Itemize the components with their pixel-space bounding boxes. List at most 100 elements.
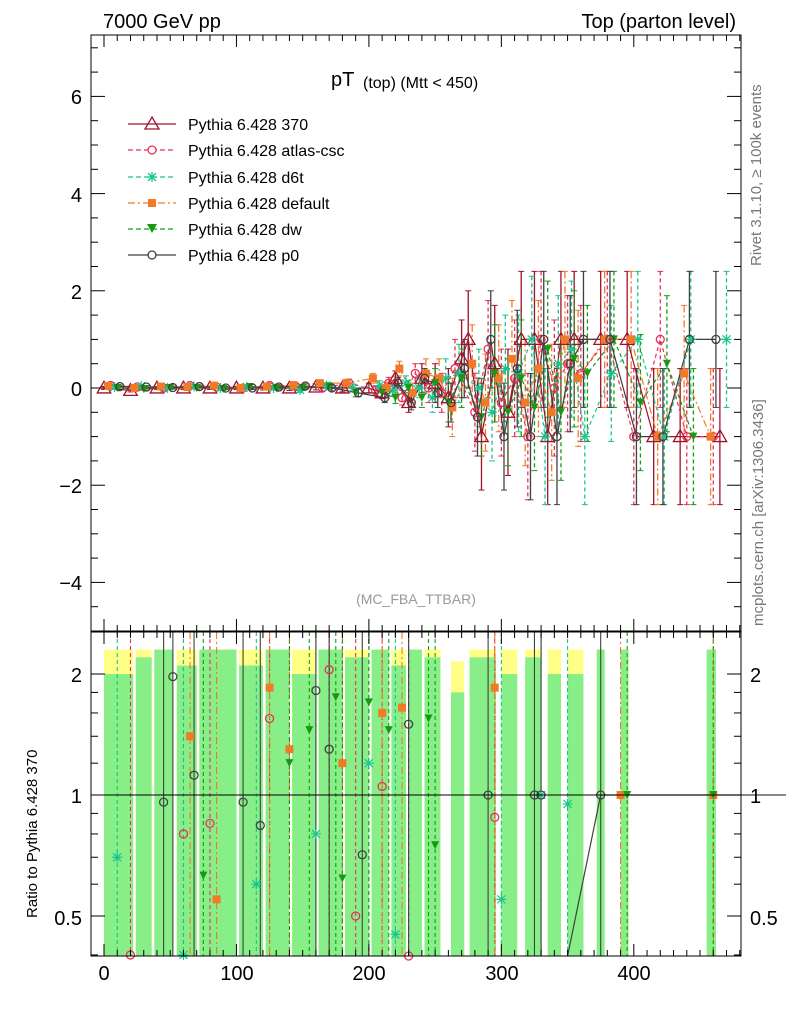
data-point [236, 384, 245, 392]
legend-label: Pythia 6.428 dw [188, 222, 302, 239]
data-point [446, 397, 456, 408]
data-point [113, 384, 122, 392]
ratio-band-green [501, 674, 518, 956]
ratio-band-green [706, 649, 716, 956]
data-point [431, 379, 440, 388]
header-left: 7000 GeV pp [103, 11, 221, 33]
data-point [423, 383, 434, 393]
xtick-label: 0 [98, 963, 109, 985]
data-point [382, 384, 391, 392]
open-triangle-icon [143, 115, 161, 130]
data-point [245, 383, 254, 392]
data-point [583, 369, 592, 378]
data-point [606, 368, 617, 379]
ratio-band-green [199, 649, 237, 956]
open-circle-icon [147, 145, 157, 155]
ratio-point [205, 818, 215, 829]
ratio-point [285, 759, 294, 768]
data-point [404, 384, 413, 392]
ratio-band-green [318, 649, 343, 956]
data-point [574, 374, 583, 383]
ratio-band-green [620, 649, 629, 956]
ratio-point [384, 726, 393, 735]
legend-label: Pythia 6.428 d6t [188, 170, 304, 187]
data-point [406, 397, 416, 408]
data-point [490, 369, 499, 378]
legend-entry-atlas-csc: Pythia 6.428 atlas-csc [128, 143, 345, 160]
data-point [410, 368, 420, 379]
data-point [513, 368, 524, 379]
data-point [353, 388, 363, 398]
ratio-point [189, 770, 199, 780]
star-icon [147, 172, 157, 182]
data-point [570, 354, 579, 363]
data-point [655, 334, 665, 345]
data-point [562, 359, 573, 369]
top-plot-frame [90, 34, 742, 632]
ratio-point [186, 732, 195, 741]
data-point [209, 381, 218, 390]
ratio-point [562, 798, 573, 809]
data-point [473, 383, 484, 393]
data-point [662, 359, 671, 368]
data-point [503, 408, 512, 417]
data-point [547, 408, 556, 417]
data-point [437, 388, 447, 398]
data-point [156, 382, 165, 391]
data-point [672, 428, 689, 443]
ratio-point [285, 745, 294, 754]
data-point [468, 359, 477, 368]
ratio-point [251, 879, 262, 890]
data-point [183, 383, 192, 392]
legend-label: Pythia 6.428 p0 [188, 248, 299, 265]
data-point [262, 382, 271, 391]
plot-title-sub: (top) (Mtt < 450) [363, 75, 478, 92]
data-point [380, 393, 390, 403]
data-point [521, 398, 530, 407]
ratio-point [338, 874, 347, 883]
ratio-point [377, 781, 387, 792]
data-point [141, 382, 152, 392]
data-point [444, 398, 453, 407]
ratio-point [378, 708, 387, 717]
ratio-band-green [371, 649, 389, 956]
legend-label: Pythia 6.428 atlas-csc [188, 143, 345, 160]
data-point [368, 374, 377, 383]
ratio-point [265, 683, 274, 692]
rivet-label: Rivet 3.1.10, ≥ 100k events [748, 84, 765, 266]
data-point [247, 383, 257, 393]
ratio-point [496, 894, 507, 905]
data-point [397, 393, 407, 403]
top-ytick-label: 6 [71, 87, 82, 109]
data-point [459, 363, 469, 374]
data-point [342, 379, 351, 388]
legend-label: Pythia 6.428 370 [188, 117, 308, 134]
ratio-point [398, 703, 407, 712]
ratio-point [158, 797, 169, 807]
ratio-point [363, 758, 374, 769]
ratio-ytick-label: 1 [71, 786, 82, 808]
data-point [419, 373, 430, 383]
filled-triangle-down-icon [147, 224, 157, 233]
ratio-point [311, 685, 321, 696]
data-point [536, 334, 546, 345]
data-point [494, 374, 503, 383]
data-point [400, 394, 417, 409]
ratio-point [324, 744, 334, 754]
data-point [486, 334, 496, 345]
ratio-point [364, 698, 373, 707]
data-point [483, 344, 493, 354]
data-point [289, 381, 298, 390]
data-point [553, 358, 564, 369]
data-point [534, 364, 543, 373]
data-point [453, 350, 470, 365]
data-point [627, 335, 636, 344]
data-point [130, 384, 139, 392]
data-point [525, 431, 536, 442]
data-point [684, 334, 695, 345]
data-point [539, 334, 549, 345]
data-point [659, 431, 670, 442]
data-point [115, 381, 125, 392]
data-point [566, 344, 577, 355]
